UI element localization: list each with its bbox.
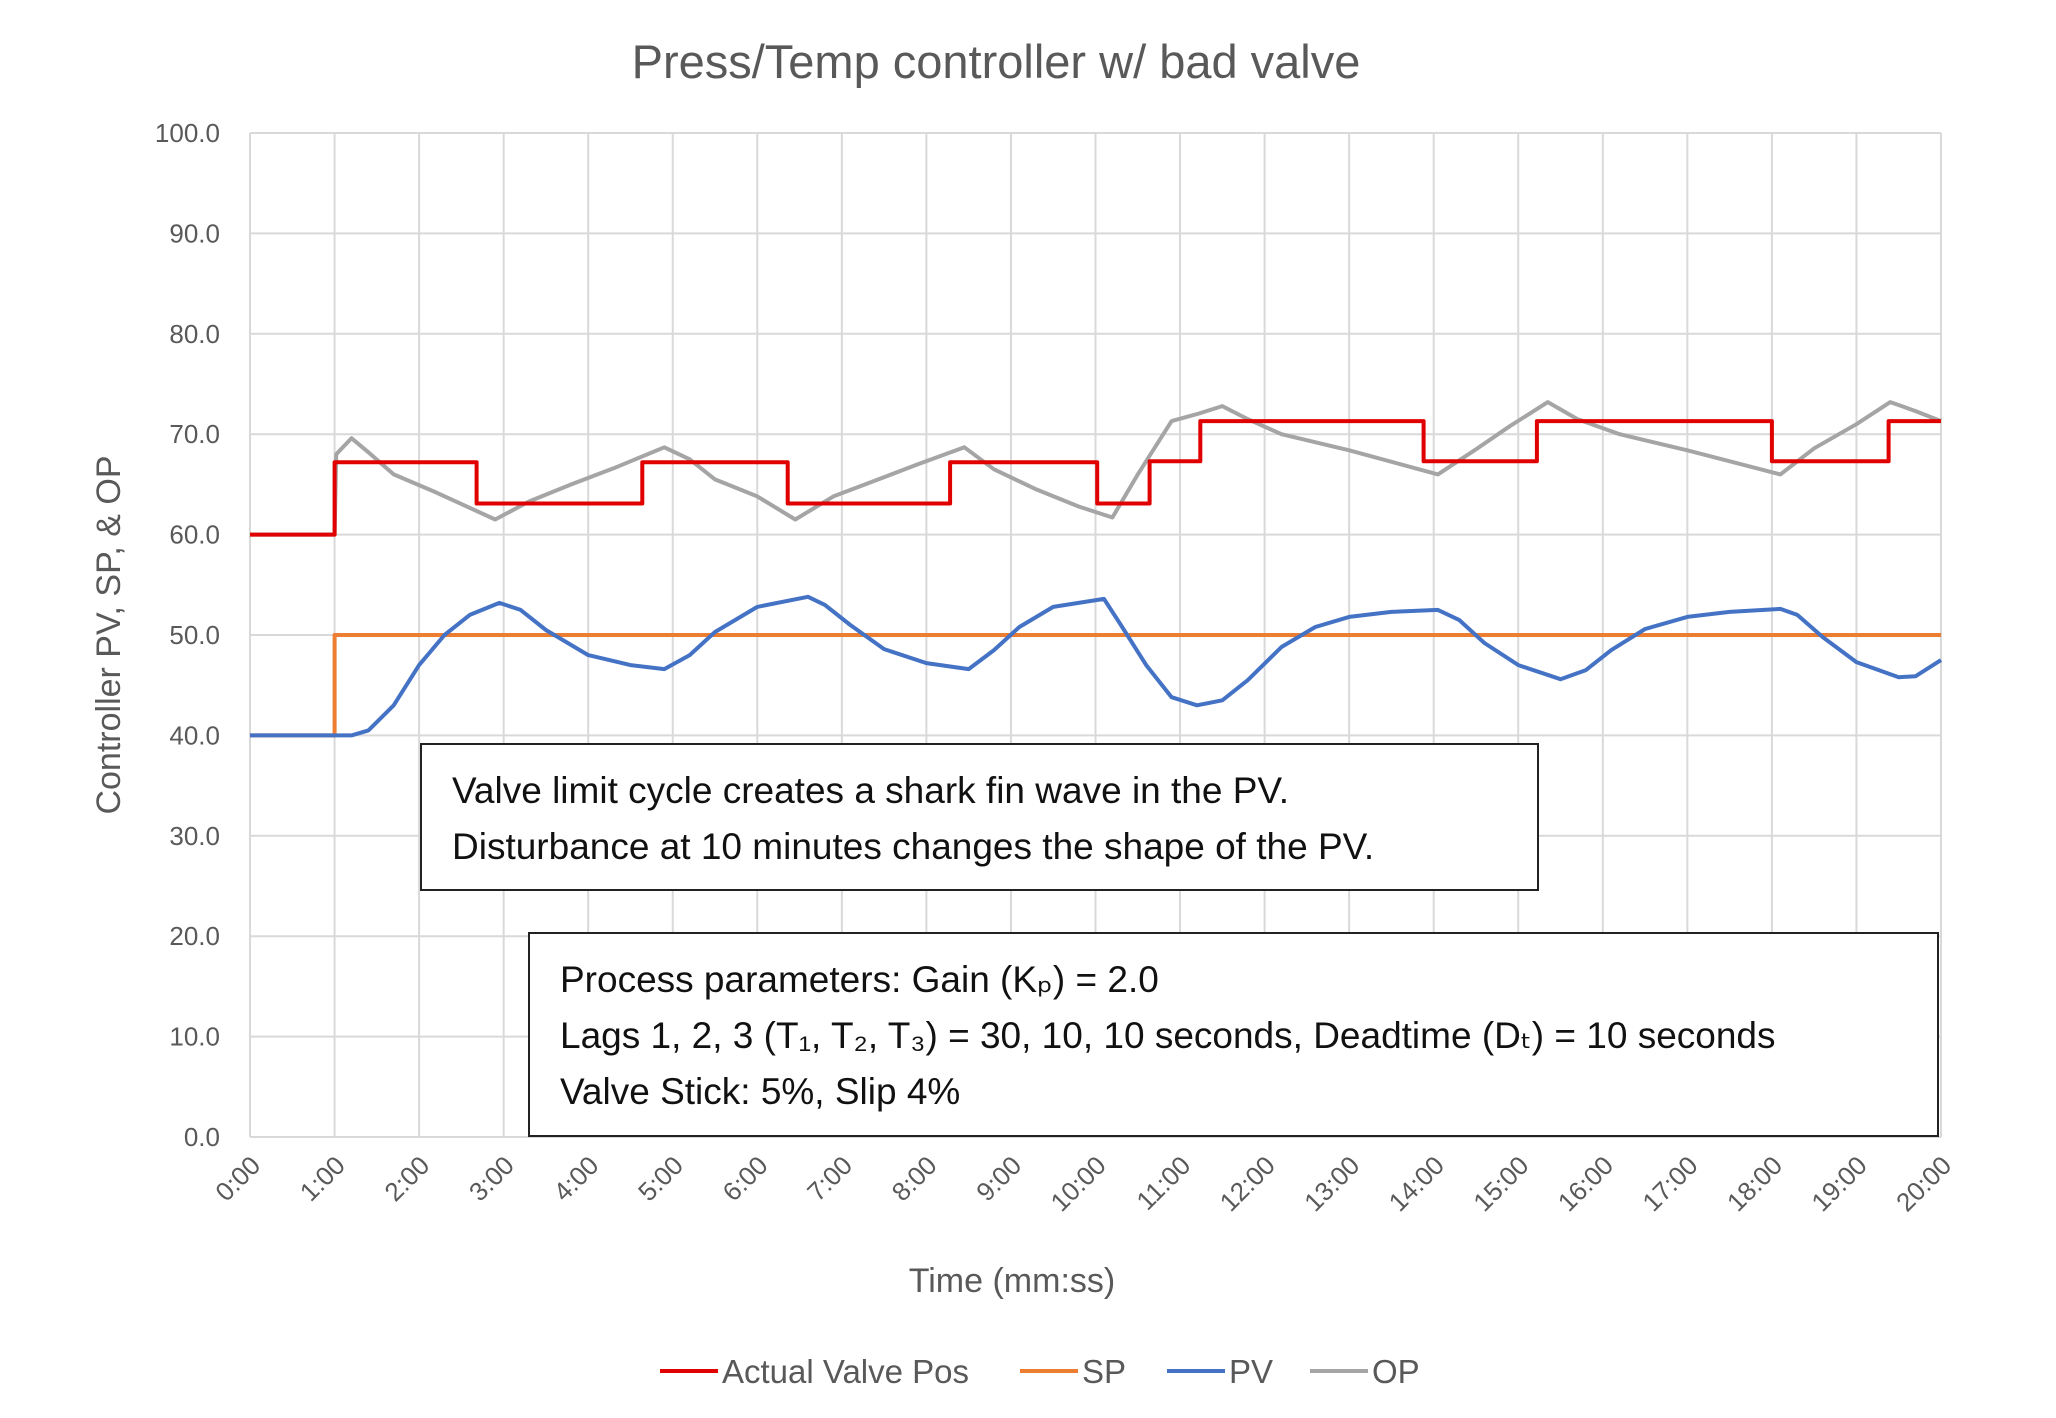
chart-title: Press/Temp controller w/ bad valve bbox=[632, 35, 1361, 88]
x-tick-label: 10:00 bbox=[1045, 1150, 1112, 1217]
x-tick-label: 1:00 bbox=[294, 1150, 351, 1207]
x-tick-label: 6:00 bbox=[717, 1150, 774, 1207]
legend-label: OP bbox=[1372, 1353, 1420, 1390]
annotation-line: Disturbance at 10 minutes changes the sh… bbox=[452, 826, 1375, 867]
y-tick-label: 30.0 bbox=[169, 821, 220, 851]
y-tick-label: 0.0 bbox=[184, 1122, 220, 1152]
annotation-box-process-parameters: Process parameters: Gain (Kₚ) = 2.0 Lags… bbox=[528, 932, 1939, 1137]
x-tick-label: 13:00 bbox=[1298, 1150, 1365, 1217]
series-line-pv bbox=[250, 594, 1943, 738]
x-tick-label: 3:00 bbox=[463, 1150, 520, 1207]
x-tick-label: 11:00 bbox=[1130, 1150, 1196, 1216]
series-line-op bbox=[250, 400, 1942, 537]
annotation-line: Lags 1, 2, 3 (T₁, T₂, T₃) = 30, 10, 10 s… bbox=[560, 1015, 1776, 1056]
x-tick-label: 19:00 bbox=[1805, 1150, 1872, 1217]
x-tick-label: 2:00 bbox=[378, 1150, 435, 1207]
legend-label: PV bbox=[1229, 1353, 1273, 1390]
annotation-line: Valve Stick: 5%, Slip 4% bbox=[560, 1071, 961, 1112]
x-tick-label: 8:00 bbox=[886, 1150, 943, 1207]
x-tick-label: 16:00 bbox=[1552, 1150, 1619, 1217]
x-tick-label: 0:00 bbox=[209, 1150, 266, 1207]
y-tick-label: 60.0 bbox=[169, 520, 220, 550]
y-tick-label: 80.0 bbox=[169, 319, 220, 349]
annotation-line: Valve limit cycle creates a shark fin wa… bbox=[452, 770, 1289, 811]
x-tick-label: 4:00 bbox=[547, 1150, 604, 1207]
y-axis-title: Controller PV, SP, & OP bbox=[90, 455, 128, 814]
y-tick-label: 90.0 bbox=[169, 218, 220, 248]
x-tick-label: 7:00 bbox=[801, 1150, 858, 1207]
y-tick-label: 20.0 bbox=[169, 921, 220, 951]
y-tick-label: 40.0 bbox=[169, 720, 220, 750]
annotation-line: Process parameters: Gain (Kₚ) = 2.0 bbox=[560, 959, 1159, 1000]
legend-label: Actual Valve Pos bbox=[722, 1353, 969, 1390]
legend-label: SP bbox=[1082, 1353, 1126, 1390]
x-tick-label: 14:00 bbox=[1383, 1150, 1450, 1217]
x-tick-label: 9:00 bbox=[970, 1150, 1027, 1207]
y-tick-label: 100.0 bbox=[155, 118, 220, 148]
y-tick-label: 50.0 bbox=[169, 620, 220, 650]
series-line-actual-valve-pos bbox=[250, 419, 1941, 537]
y-axis-ticks: 0.0 10.0 20.0 30.0 40.0 50.0 60.0 70.0 80.0 90.0 1… bbox=[155, 118, 220, 1152]
x-tick-label: 17:00 bbox=[1636, 1150, 1703, 1217]
annotation-box-limit-cycle: Valve limit cycle creates a shark fin wa… bbox=[420, 743, 1539, 891]
x-axis-ticks: 0:00 1:00 2:00 3:00 4:00 5:00 6:00 7:00 8:00 9:00… bbox=[209, 1150, 1957, 1217]
series-lines bbox=[250, 400, 1943, 738]
x-tick-label: 20:00 bbox=[1890, 1150, 1957, 1217]
x-tick-label: 18:00 bbox=[1721, 1150, 1788, 1217]
x-axis-title: Time (mm:ss) bbox=[909, 1262, 1115, 1300]
y-tick-label: 10.0 bbox=[169, 1022, 220, 1052]
x-tick-label: 12:00 bbox=[1214, 1150, 1281, 1217]
x-tick-label: 5:00 bbox=[632, 1150, 689, 1207]
y-tick-label: 70.0 bbox=[169, 419, 220, 449]
legend: Actual Valve Pos SP PV OP bbox=[660, 1353, 1420, 1390]
x-tick-label: 15:00 bbox=[1467, 1150, 1534, 1217]
